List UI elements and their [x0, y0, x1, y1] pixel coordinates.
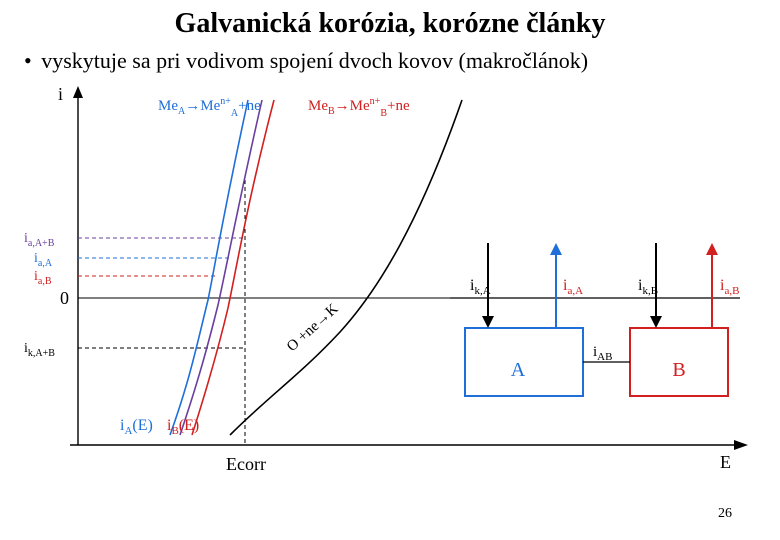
reaction-MeB: MeB→Men+B+ne — [308, 96, 410, 119]
curve-iB-E — [192, 100, 274, 435]
reaction-MeA: MeA→Men+A+ne — [158, 96, 261, 119]
label-iA-E: iA(E) — [120, 417, 153, 437]
page-title: Galvanická korózia, korózne články — [0, 0, 780, 40]
label-O-ne-K: O +ne→K — [284, 301, 342, 355]
ytick-iaAB: ia,A+B — [24, 231, 55, 249]
x-origin-label: Ecorr — [226, 454, 266, 474]
x-axis-label: E — [720, 452, 731, 472]
arrow-iaB-head — [706, 243, 718, 255]
ytick-ikAB: ik,A+B — [24, 341, 55, 359]
bullet-text: vyskytuje sa pri vodivom spojení dvoch k… — [41, 48, 588, 73]
arrow-ikA-head — [482, 316, 494, 328]
label-iaB-box: ia,B — [720, 277, 739, 297]
ytick-iaA: ia,A — [34, 251, 53, 269]
y-axis-arrowhead — [73, 86, 83, 98]
y-zero-label: 0 — [60, 288, 69, 308]
y-axis-label: i — [58, 84, 63, 104]
ytick-iaB: ia,B — [34, 269, 52, 287]
label-iaA-box: ia,A — [563, 277, 583, 297]
label-iB-E: iB(E) — [167, 417, 199, 437]
box-A-label: A — [511, 359, 526, 381]
arrow-iaA-head — [550, 243, 562, 255]
curve-cathodic — [230, 100, 462, 435]
label-iAB-connector: iAB — [593, 344, 612, 363]
box-B-label: B — [672, 359, 685, 381]
bullet-marker: • — [24, 48, 32, 73]
arrow-ikB-head — [650, 316, 662, 328]
x-axis-arrowhead — [734, 440, 748, 450]
bullet-item: • vyskytuje sa pri vodivom spojení dvoch… — [0, 40, 780, 74]
galvanic-corrosion-diagram: i E Ecorr 0 ia,A+B ia,A ia,B ik,A+B iA(E… — [20, 80, 760, 500]
page-number: 26 — [718, 506, 732, 522]
curve-iAB — [180, 100, 262, 435]
